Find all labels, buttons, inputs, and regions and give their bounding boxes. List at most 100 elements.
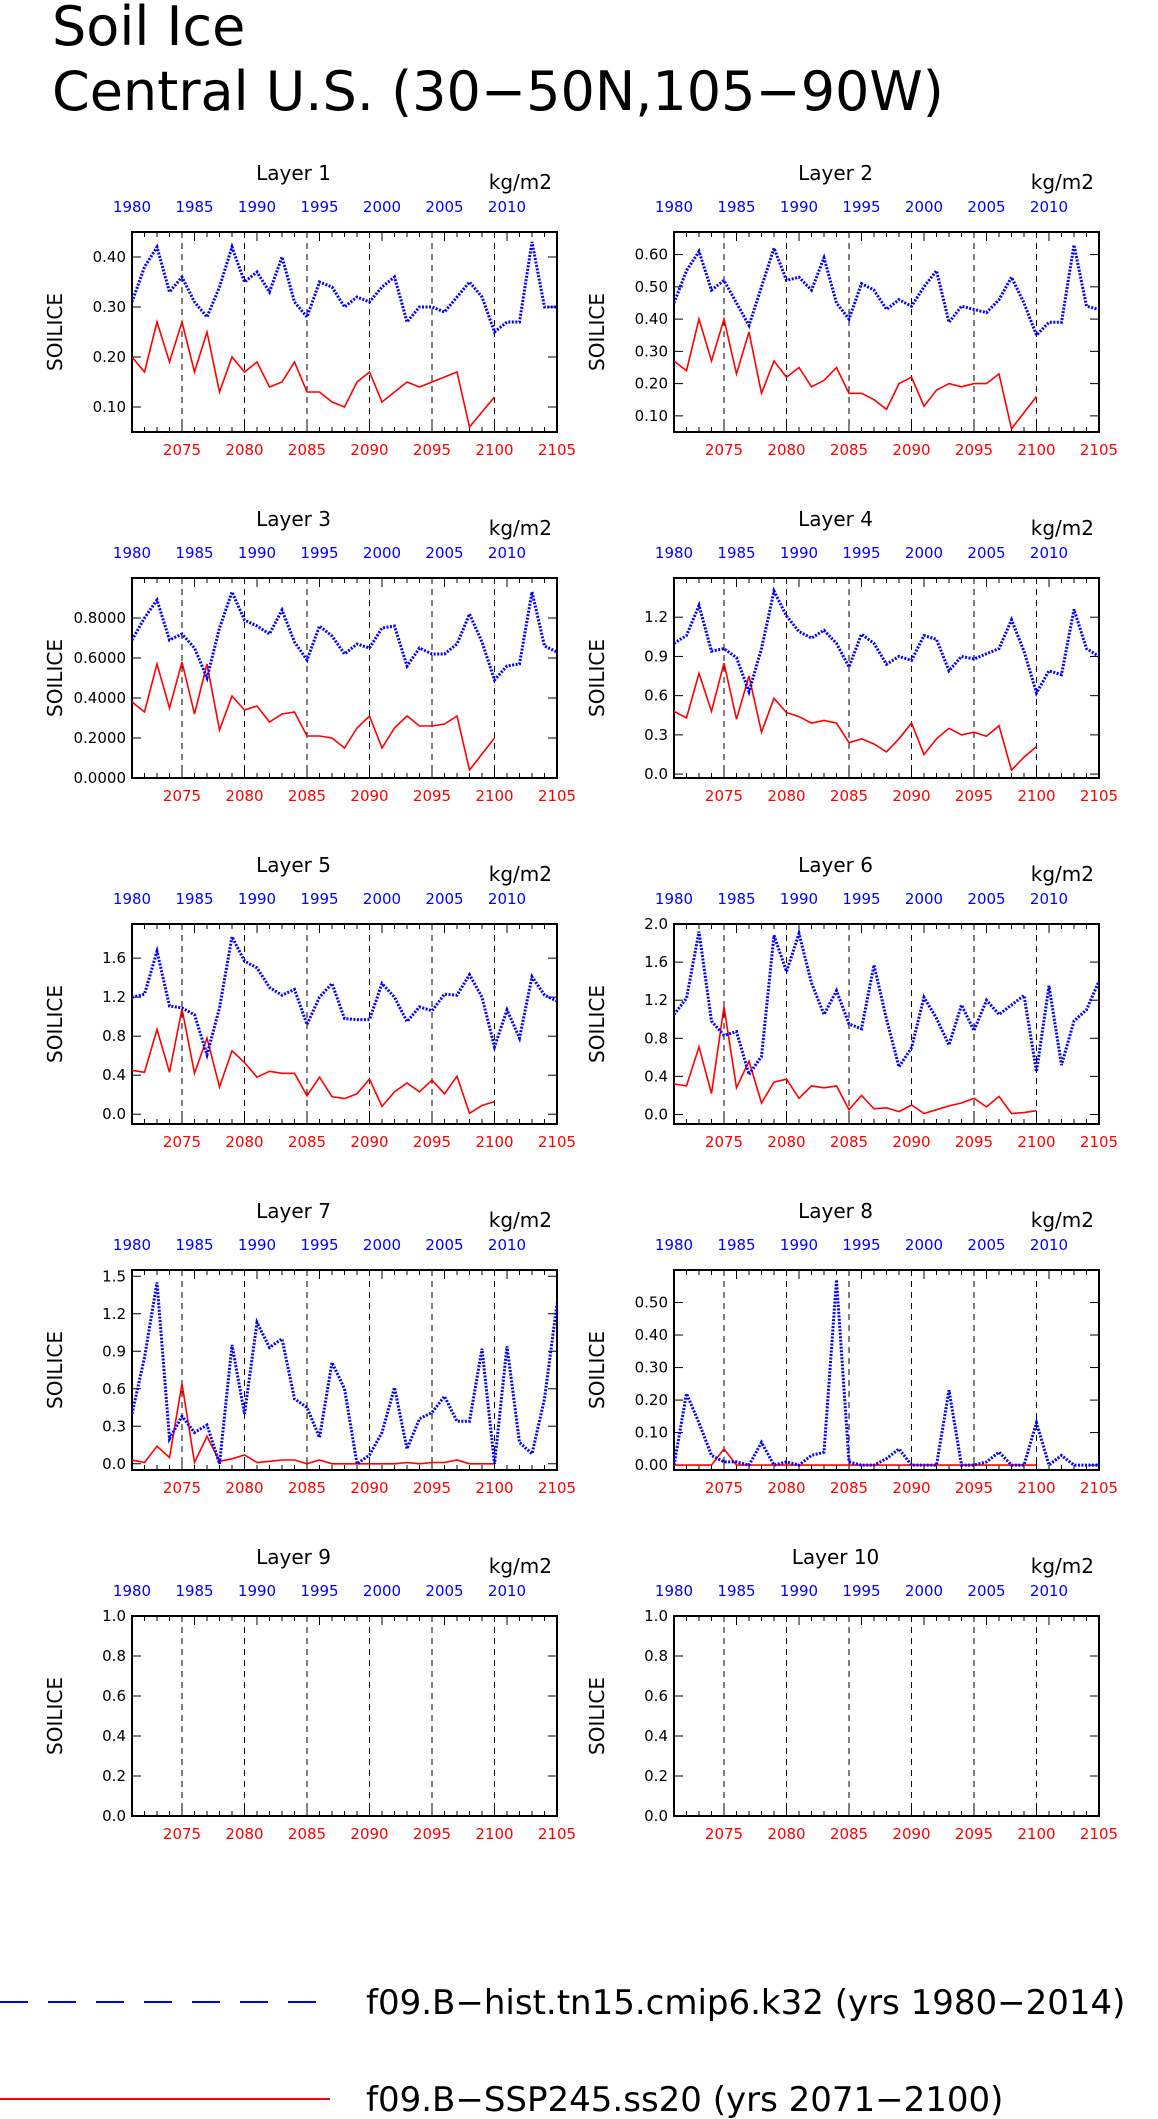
y-tick-label: 0.2 (102, 1767, 126, 1785)
panels: 2075 2080 2085 2090 2095 2100 2105 1980 1985 1990… (43, 161, 1118, 1843)
panel-title: Layer 1 (256, 161, 331, 185)
y-axis-label: SOILICE (585, 1331, 609, 1409)
x-tick-label-top: 1985 (717, 890, 755, 908)
x-tick-label-bottom: 2100 (475, 1825, 513, 1843)
x-tick-label-bottom: 2100 (1017, 1133, 1055, 1151)
chart-panel-9: 2075 2080 2085 2090 2095 2100 2105 1980 1985 1990… (43, 1545, 576, 1843)
series-historical-line (132, 932, 557, 1061)
y-tick-label: 0.0000 (74, 769, 127, 787)
y-tick-label: 0.30 (93, 298, 126, 316)
plot-frame (673, 231, 1100, 433)
x-tick-label-bottom: 2090 (350, 787, 388, 805)
x-tick-label-bottom: 2080 (767, 1479, 805, 1497)
x-tick-label-top: 1985 (175, 198, 213, 216)
y-axis-label: SOILICE (585, 1677, 609, 1755)
x-tick-label-bottom: 2090 (350, 1479, 388, 1497)
x-tick-label-bottom: 2105 (1080, 787, 1118, 805)
y-tick-label: 0.6 (102, 1380, 126, 1398)
y-tick-label: 0.8 (102, 1647, 126, 1665)
series-historical-line (132, 1282, 557, 1467)
chart-panel-4: 2075 2080 2085 2090 2095 2100 2105 1980 1985 1990… (585, 507, 1118, 805)
x-tick-label-top: 1995 (842, 1236, 880, 1254)
x-tick-label-bottom: 2105 (1080, 1479, 1118, 1497)
x-tick-label-bottom: 2085 (830, 1133, 868, 1151)
x-tick-label-bottom: 2080 (225, 441, 263, 459)
units-label: kg/m2 (489, 516, 552, 540)
y-tick-label: 0.8 (644, 1029, 668, 1047)
x-tick-label-bottom: 2080 (225, 1479, 263, 1497)
y-tick-label: 0.20 (635, 375, 668, 393)
y-tick-label: 0.8000 (74, 609, 127, 627)
x-tick-label-top: 1990 (780, 890, 818, 908)
x-tick-label-bottom: 2095 (955, 787, 993, 805)
y-tick-label: 0.4000 (74, 689, 127, 707)
x-tick-label-top: 1985 (175, 890, 213, 908)
panel-title: Layer 3 (256, 507, 331, 531)
y-axis-label: SOILICE (43, 1331, 67, 1409)
y-tick-label: 0.30 (635, 342, 668, 360)
series-historical-line (132, 241, 557, 335)
x-tick-label-top: 1995 (300, 198, 338, 216)
panel-title: Layer 8 (798, 1199, 873, 1223)
x-tick-label-top: 2010 (1030, 198, 1068, 216)
plot-frame (131, 923, 558, 1125)
y-tick-label: 0.6 (644, 1687, 668, 1705)
x-tick-label-bottom: 2085 (830, 787, 868, 805)
series-future-line (674, 662, 1038, 772)
y-tick-label: 1.0 (102, 1607, 126, 1625)
x-tick-label-top: 1990 (238, 544, 276, 562)
plot-frame (673, 1615, 1100, 1817)
x-tick-label-top: 2010 (1030, 1236, 1068, 1254)
x-tick-label-bottom: 2095 (413, 441, 451, 459)
x-tick-label-bottom: 2105 (538, 441, 576, 459)
x-tick-label-bottom: 2090 (892, 1479, 930, 1497)
units-label: kg/m2 (1031, 516, 1094, 540)
x-tick-label-top: 1990 (780, 198, 818, 216)
x-tick-label-top: 2010 (1030, 890, 1068, 908)
panel-title: Layer 6 (798, 853, 873, 877)
x-tick-label-top: 1980 (655, 1582, 693, 1600)
x-tick-label-top: 1995 (300, 890, 338, 908)
x-tick-label-top: 1995 (300, 1236, 338, 1254)
x-tick-label-bottom: 2095 (955, 441, 993, 459)
plot-frame (131, 1615, 558, 1817)
x-tick-label-bottom: 2085 (830, 441, 868, 459)
x-tick-label-top: 2005 (967, 1582, 1005, 1600)
x-tick-label-top: 1980 (113, 890, 151, 908)
panel-title: Layer 4 (798, 507, 873, 531)
x-tick-label-bottom: 2105 (1080, 441, 1118, 459)
y-tick-label: 1.2 (644, 991, 668, 1009)
x-tick-label-top: 2010 (1030, 544, 1068, 562)
x-tick-label-bottom: 2100 (475, 441, 513, 459)
x-tick-label-top: 2005 (425, 890, 463, 908)
x-tick-label-bottom: 2105 (538, 1133, 576, 1151)
y-tick-label: 1.2 (644, 608, 668, 626)
x-tick-label-bottom: 2090 (350, 1133, 388, 1151)
series-future-line (132, 1008, 495, 1115)
x-tick-label-bottom: 2085 (288, 1133, 326, 1151)
x-tick-label-top: 1980 (113, 1236, 151, 1254)
y-tick-label: 0.50 (635, 278, 668, 296)
x-tick-label-bottom: 2090 (892, 1133, 930, 1151)
y-tick-label: 0.0 (644, 1807, 668, 1825)
figure-title-line1: Soil Ice (52, 0, 245, 58)
y-tick-label: 1.0 (644, 1607, 668, 1625)
x-tick-label-top: 2005 (967, 198, 1005, 216)
y-tick-label: 0.40 (93, 248, 126, 266)
x-tick-label-top: 1990 (780, 1236, 818, 1254)
y-tick-label: 0.10 (635, 407, 668, 425)
y-tick-label: 0.20 (635, 1391, 668, 1409)
x-tick-label-top: 1985 (175, 1236, 213, 1254)
y-tick-label: 1.5 (102, 1267, 126, 1285)
units-label: kg/m2 (1031, 1208, 1094, 1232)
x-tick-label-top: 1995 (300, 1582, 338, 1600)
x-tick-label-top: 2005 (967, 890, 1005, 908)
x-tick-label-top: 1985 (717, 198, 755, 216)
y-tick-label: 0.2000 (74, 729, 127, 747)
x-tick-label-bottom: 2080 (225, 787, 263, 805)
x-tick-label-top: 1995 (300, 544, 338, 562)
x-tick-label-top: 1980 (113, 544, 151, 562)
x-tick-label-top: 1995 (842, 198, 880, 216)
x-tick-label-bottom: 2080 (767, 441, 805, 459)
series-historical-line (132, 587, 557, 683)
